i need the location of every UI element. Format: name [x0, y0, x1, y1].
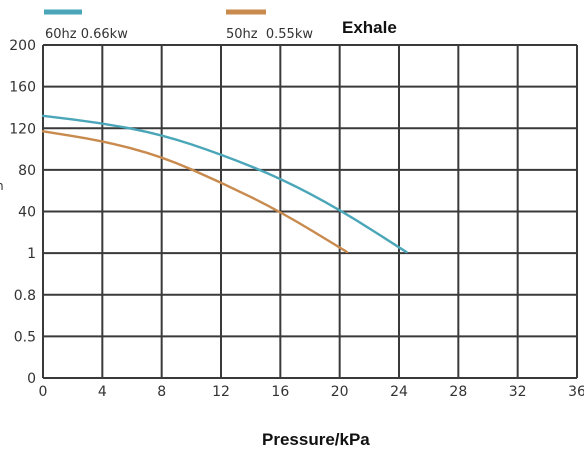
legend-label-50hz: 50hz 0.55kw: [226, 27, 313, 42]
x-tick-label: 24: [390, 384, 408, 400]
y-tick-label: 120: [9, 121, 36, 137]
grid: [42, 44, 578, 379]
y-tick-labels: 0 0.5 0.8 1 40 80 120 160 200: [9, 38, 36, 387]
series-line-60hz: [41, 114, 408, 254]
legend: 60hz 0.66kw 50hz 0.55kw: [44, 9, 313, 42]
x-tick-label: 20: [331, 384, 349, 400]
x-tick-label: 8: [157, 384, 166, 400]
x-tick-label: 4: [98, 384, 107, 400]
legend-label-60hz: 60hz 0.66kw: [45, 27, 128, 42]
y-tick-label: 1: [27, 246, 36, 262]
y-tick-label: 200: [9, 38, 36, 54]
y-tick-label: 0.8: [14, 288, 36, 304]
x-tick-labels: 0 4 8 12 16 20 24 28 32 36: [39, 384, 584, 400]
series-line-50hz: [41, 130, 349, 254]
x-tick-label: 36: [568, 384, 584, 400]
x-tick-label: 28: [449, 384, 467, 400]
y-tick-label: 0.5: [14, 329, 36, 345]
x-tick-label: 0: [39, 384, 48, 400]
chart-title: Exhale: [342, 18, 397, 37]
y-tick-label: 0: [27, 371, 36, 387]
x-tick-label: 16: [271, 384, 289, 400]
series-lines: [41, 114, 408, 254]
x-axis-label: Pressure/kPa: [262, 430, 370, 449]
y-tick-label: 40: [18, 205, 36, 221]
y-axis-label: h: [0, 179, 4, 193]
x-tick-label: 12: [212, 384, 230, 400]
y-tick-label: 80: [18, 163, 36, 179]
x-tick-label: 32: [509, 384, 527, 400]
y-tick-label: 160: [9, 80, 36, 96]
